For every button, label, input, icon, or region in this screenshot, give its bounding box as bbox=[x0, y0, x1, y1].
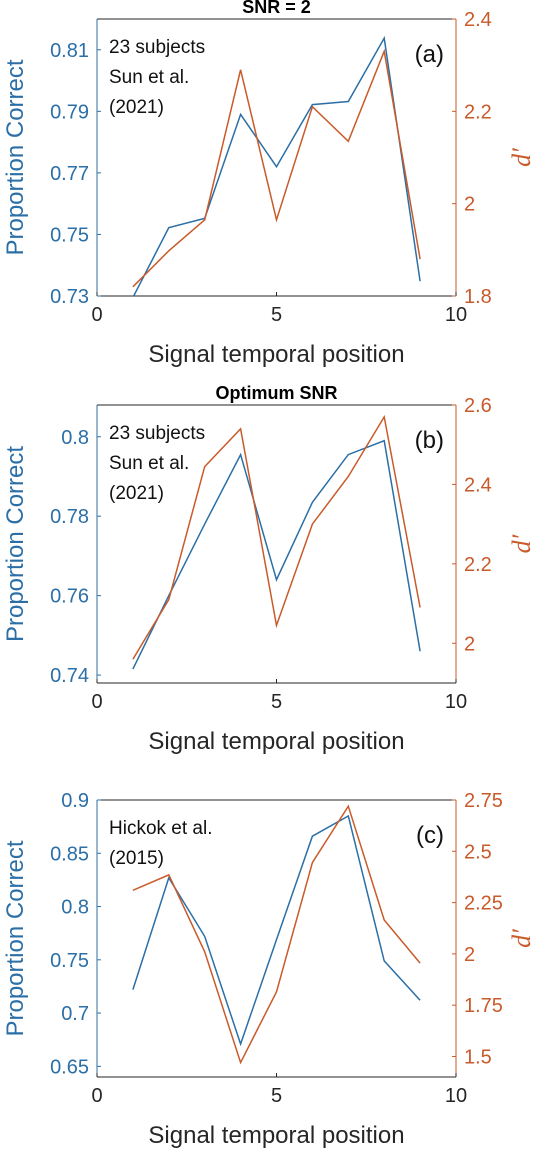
series-line-proportion-correct bbox=[132, 814, 421, 1047]
annotation-text: (2015) bbox=[109, 848, 164, 869]
x-tick-label: 5 bbox=[271, 1085, 282, 1107]
left-tick-label: 0.9 bbox=[61, 790, 89, 812]
left-tick-label: 0.79 bbox=[50, 101, 89, 123]
left-tick-label: 0.78 bbox=[50, 506, 89, 528]
y-axis-label-right: d′ bbox=[507, 929, 536, 948]
series-line-dprime bbox=[132, 414, 421, 660]
x-tick-label: 0 bbox=[91, 304, 102, 326]
x-axis-label: Signal temporal position bbox=[148, 728, 404, 755]
y-axis-label-right: d′ bbox=[507, 534, 536, 553]
annotation-text: Sun et al. bbox=[109, 453, 189, 474]
x-tick-label: 10 bbox=[445, 691, 467, 713]
right-tick-label: 2 bbox=[464, 633, 475, 655]
y-axis-label-left: Proportion Correct bbox=[2, 446, 29, 642]
annotation-text: 23 subjects bbox=[109, 37, 205, 58]
right-tick-label: 2.4 bbox=[464, 9, 492, 31]
x-axis-label: Signal temporal position bbox=[148, 341, 404, 368]
right-tick-label: 2.2 bbox=[464, 554, 492, 576]
left-tick-label: 0.85 bbox=[50, 843, 89, 865]
panel-title: SNR = 2 bbox=[242, 0, 311, 17]
left-tick-label: 0.81 bbox=[50, 40, 89, 62]
right-tick-label: 2.75 bbox=[464, 790, 503, 812]
left-tick-label: 0.65 bbox=[50, 1056, 89, 1078]
x-tick-label: 5 bbox=[271, 304, 282, 326]
right-tick-label: 1.5 bbox=[464, 1046, 492, 1068]
x-tick-label: 10 bbox=[445, 1085, 467, 1107]
annotation-text: (2021) bbox=[109, 97, 164, 118]
annotation-text: 23 subjects bbox=[109, 423, 205, 444]
x-tick-label: 5 bbox=[271, 691, 282, 713]
left-tick-label: 0.76 bbox=[50, 586, 89, 608]
chart-panel-3: 0 5 10 0.65 0.7 0.75 0.8 0.85 0.9 1.5 1.75 2 2.25 2.5… bbox=[2, 790, 536, 1149]
right-tick-label: 2.4 bbox=[464, 474, 492, 496]
panel-label: (a) bbox=[415, 41, 444, 68]
left-tick-label: 0.8 bbox=[61, 427, 89, 449]
left-tick-label: 0.7 bbox=[61, 1003, 89, 1025]
right-tick-label: 2.25 bbox=[464, 893, 503, 915]
right-tick-label: 2.5 bbox=[464, 841, 492, 863]
annotation-text: Hickok et al. bbox=[109, 818, 212, 839]
left-tick-label: 0.77 bbox=[50, 163, 89, 185]
series-line-dprime bbox=[132, 804, 421, 1065]
panel-title: Optimum SNR bbox=[215, 383, 337, 403]
y-axis-label-left: Proportion Correct bbox=[2, 59, 29, 255]
left-tick-label: 0.75 bbox=[50, 224, 89, 246]
left-tick-label: 0.74 bbox=[50, 665, 89, 687]
right-tick-label: 1.8 bbox=[464, 286, 492, 308]
chart-panel-1: 0 5 10 0.73 0.75 0.77 0.79 0.81 1.8 2 2.2 2.4 SNR = … bbox=[2, 0, 536, 368]
right-tick-label: 1.75 bbox=[464, 995, 503, 1017]
panel-label: (c) bbox=[416, 822, 444, 849]
left-tick-label: 0.8 bbox=[61, 897, 89, 919]
chart-panel-2: 0 5 10 0.74 0.76 0.78 0.8 2 2.2 2.4 2.6 Optimum SNR… bbox=[2, 383, 536, 755]
x-tick-label: 0 bbox=[91, 691, 102, 713]
annotation-text: (2021) bbox=[109, 483, 164, 504]
y-axis-label-left: Proportion Correct bbox=[2, 840, 29, 1036]
x-tick-label: 0 bbox=[91, 1085, 102, 1107]
series-line-proportion-correct bbox=[132, 35, 421, 296]
left-tick-label: 0.73 bbox=[50, 286, 89, 308]
x-axis-label: Signal temporal position bbox=[148, 1122, 404, 1149]
panel-label: (b) bbox=[415, 427, 444, 454]
annotation-text: Sun et al. bbox=[109, 67, 189, 88]
series-line-dprime bbox=[132, 48, 421, 288]
right-tick-label: 2 bbox=[464, 944, 475, 966]
left-tick-label: 0.75 bbox=[50, 950, 89, 972]
y-axis-label-right: d′ bbox=[507, 148, 536, 167]
right-tick-label: 2 bbox=[464, 194, 475, 216]
series-line-proportion-correct bbox=[132, 439, 421, 670]
x-tick-label: 10 bbox=[445, 304, 467, 326]
right-tick-label: 2.6 bbox=[464, 395, 492, 417]
right-tick-label: 2.2 bbox=[464, 101, 492, 123]
